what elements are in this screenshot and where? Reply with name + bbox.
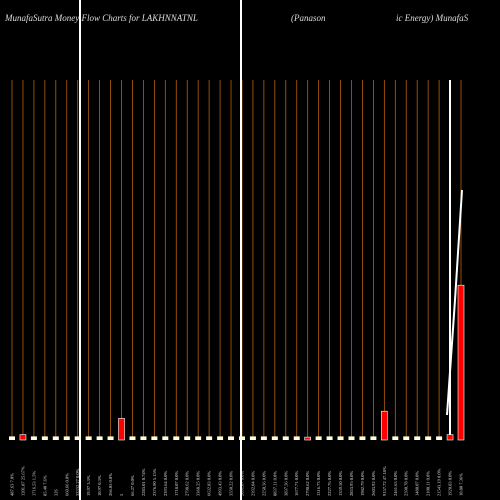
- bar: [304, 436, 311, 441]
- bar: [173, 436, 180, 440]
- bar: [151, 436, 158, 440]
- bar: [162, 436, 169, 440]
- x-tick-label: 660.66 0.0%: [64, 473, 69, 496]
- chart-title-part: ic Energy) MunafaS: [396, 13, 469, 23]
- x-tick-label: 2853.95 0.0%: [349, 471, 354, 496]
- x-tick-label: 266.05 0.0%: [108, 473, 113, 496]
- x-tick-label: 19.97 3.3%: [86, 475, 91, 496]
- bar: [63, 436, 70, 440]
- bar: [249, 436, 256, 440]
- x-tick-label: 487.63 7.0%: [10, 473, 15, 496]
- bar: [392, 436, 399, 440]
- bar: [52, 436, 59, 440]
- bar: [326, 436, 333, 440]
- x-tick-label: 3550.22 0.0%: [229, 471, 234, 496]
- x-tick-label: 66.27 0.0%: [130, 475, 135, 496]
- x-tick-label: 2590.78 0.0%: [404, 471, 409, 496]
- bar: [359, 436, 366, 440]
- x-tick-label: 2392.04 0.0%: [250, 471, 255, 496]
- bar: [370, 436, 377, 440]
- x-tick-label: 1718.07 0.0%: [174, 471, 179, 496]
- x-tick-label: 6632.83 0.0%: [207, 471, 212, 496]
- x-tick-label: 326: [53, 489, 58, 497]
- x-tick-label: 8837.11 0.0%: [272, 471, 277, 496]
- bar: [436, 436, 443, 440]
- bar: [403, 436, 410, 440]
- bar: [184, 436, 191, 440]
- x-tick-label: 85.40 7.6%: [42, 475, 47, 496]
- bar: [195, 436, 202, 440]
- x-tick-label: 2603.92 0.0%: [371, 471, 376, 496]
- bar: [41, 436, 48, 440]
- bar: [140, 436, 147, 440]
- bar: [217, 436, 224, 440]
- x-tick-label: 2283.01 0.74%: [141, 468, 146, 496]
- x-tick-label: 2790.62 0.0%: [305, 471, 310, 496]
- x-tick-label: 1677.71 0.0%: [294, 471, 299, 496]
- bar: [271, 436, 278, 440]
- x-tick-label: 2393.64 0.0%: [163, 471, 168, 496]
- x-tick-label: 33332.27 0.0%: [75, 468, 80, 496]
- x-tick-label: 3368.25 0.0%: [196, 471, 201, 496]
- x-tick-label: 2100.11 0.0%: [426, 471, 431, 496]
- x-tick-label: 21543.19 0.0%: [437, 468, 442, 496]
- bar: [85, 436, 92, 440]
- x-tick-label: 2250.56 0.0%: [261, 471, 266, 496]
- x-tick-label: 2461.63 0.0%: [393, 471, 398, 496]
- bar: [381, 410, 388, 441]
- bar: [30, 436, 37, 440]
- x-tick-label: 4993.43 0.0%: [218, 471, 223, 496]
- bar: [414, 436, 421, 440]
- bar: [206, 436, 213, 440]
- x-tick-label: 2227.76 0.0%: [327, 471, 332, 496]
- bar: [293, 436, 300, 440]
- bar: [457, 284, 465, 441]
- bar: [74, 436, 81, 440]
- x-tick-label: 2798.62 0.0%: [185, 471, 190, 496]
- x-tick-label: 1201.87 25.67%: [20, 466, 25, 496]
- bar: [260, 436, 267, 440]
- bar: [19, 434, 27, 441]
- x-tick-label: 1982.79 0.0%: [360, 471, 365, 496]
- bar: [282, 436, 289, 440]
- bar: [446, 434, 454, 441]
- bar: [315, 436, 322, 440]
- x-tick-label: 1359.50 0.0%: [338, 471, 343, 496]
- bar: [425, 436, 432, 440]
- x-tick-label: 1480.07 0.0%: [415, 471, 420, 496]
- bar: [118, 418, 125, 441]
- x-tick-label: 10.80 7.36%: [459, 473, 464, 496]
- bar: [9, 436, 15, 440]
- bar: [238, 436, 245, 440]
- x-tick-label: 10.97 0.3%: [97, 475, 102, 496]
- bar: [337, 436, 344, 440]
- bar: [348, 436, 355, 440]
- chart-title-part: (Panason: [291, 13, 326, 23]
- bar: [96, 436, 103, 440]
- bar: [129, 436, 136, 440]
- x-tick-label: 1716.53 1.5%: [31, 471, 36, 496]
- x-tick-label: 1316.73 0.0%: [316, 471, 321, 496]
- x-tick-label: 5: [119, 493, 124, 496]
- bar: [228, 436, 235, 440]
- chart-title: MunafaSutra Money Flow Charts for LAKHNN…: [4, 13, 198, 23]
- x-tick-label: 3837.56 0.0%: [283, 471, 288, 496]
- x-tick-label: 2376.90 5.15%: [152, 468, 157, 496]
- x-tick-label: 9157.72 47.18%: [382, 466, 387, 496]
- price-line: [446, 189, 463, 416]
- bar: [107, 436, 114, 440]
- x-tick-label: 1920.83 0.0%: [448, 471, 453, 496]
